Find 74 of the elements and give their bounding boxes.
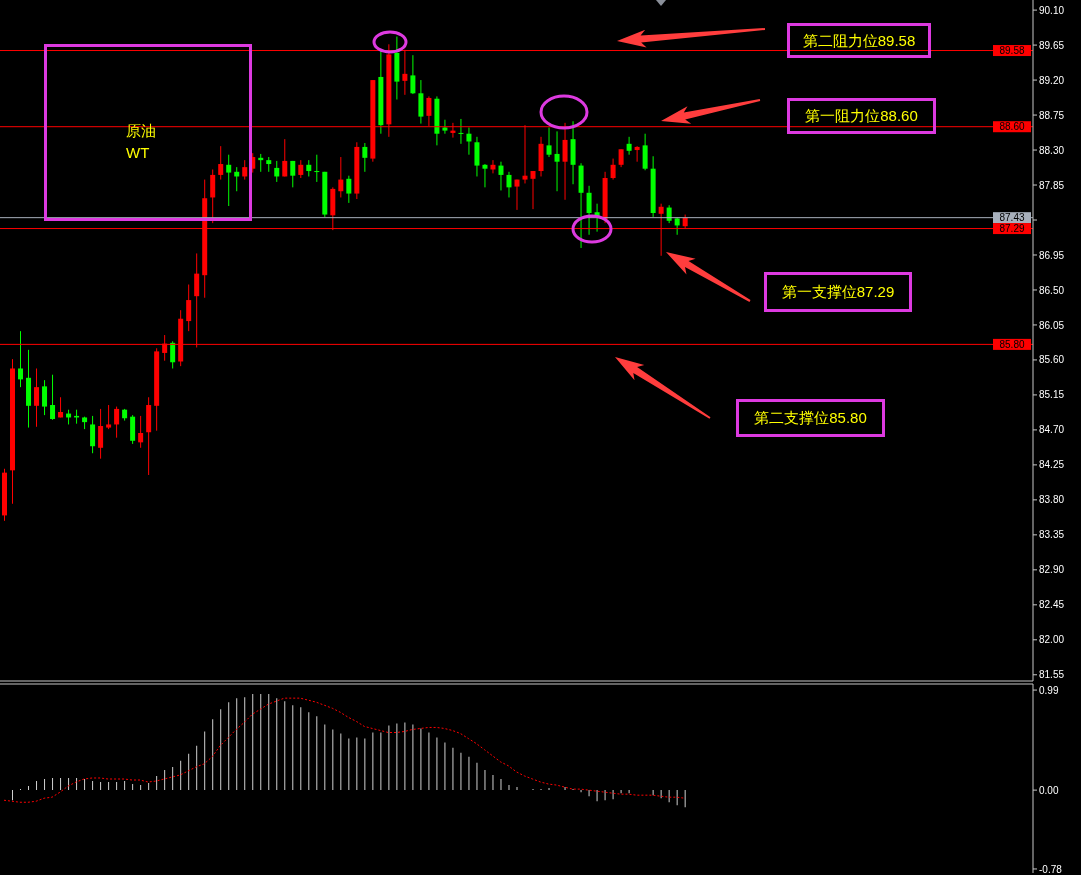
- y-tick-label: 85.60: [1039, 354, 1065, 366]
- candlestick: [530, 170, 536, 210]
- annotation: 第一阻力位88.60: [805, 106, 918, 126]
- candlestick: [218, 145, 224, 181]
- candlestick: [562, 122, 568, 201]
- ref-line-label: 88.60: [999, 121, 1025, 133]
- candlestick: [634, 145, 640, 163]
- y-tick-label: 87.85: [1039, 179, 1065, 191]
- ref-line-label: 87.43: [999, 212, 1025, 224]
- candlestick: [466, 126, 472, 156]
- y-tick-label: 81.55: [1039, 669, 1065, 681]
- candlestick: [98, 408, 104, 460]
- candlestick: [242, 159, 248, 181]
- candlestick: [362, 142, 368, 173]
- y-tick-label: 0.99: [1039, 684, 1059, 696]
- y-tick-label: 82.90: [1039, 564, 1065, 576]
- annotation: 第一支撑位87.29: [781, 282, 895, 302]
- y-tick-label: 85.15: [1039, 389, 1065, 401]
- candlestick: [290, 160, 296, 188]
- candlestick: [282, 138, 288, 177]
- ref-line-label: 85.80: [999, 338, 1025, 350]
- candlestick: [418, 79, 424, 125]
- line-series: [3, 697, 686, 803]
- y-tick-label: 89.20: [1039, 74, 1065, 86]
- ref-line-label: 87.29: [999, 223, 1025, 235]
- y-tick-label: 83.35: [1039, 529, 1065, 541]
- candlestick: [410, 54, 416, 95]
- candlestick: [514, 179, 520, 211]
- candlestick: [90, 415, 96, 454]
- y-tick-label: 88.30: [1039, 144, 1065, 156]
- candlestick: [34, 367, 40, 428]
- candlestick: [50, 374, 56, 421]
- candlestick: [586, 185, 592, 236]
- candlestick: [498, 161, 504, 191]
- candlestick: [458, 118, 464, 145]
- candlestick: [42, 379, 48, 416]
- candlestick: [442, 119, 448, 135]
- y-tick-label: 86.95: [1039, 249, 1065, 261]
- candlestick: [346, 175, 352, 204]
- candlestick: [138, 415, 144, 449]
- candlestick: [314, 154, 320, 183]
- ref-line-label: 89.58: [999, 45, 1025, 57]
- annotation: 第二阻力位89.58: [802, 30, 916, 51]
- y-tick-label: 86.05: [1039, 319, 1065, 331]
- y-tick-label: 82.45: [1039, 599, 1065, 611]
- candlestick: [106, 404, 112, 430]
- y-tick-label: 86.50: [1039, 284, 1065, 296]
- y-tick-label: -0.78: [1039, 863, 1063, 875]
- candlestick: [626, 136, 632, 156]
- candlestick: [642, 133, 648, 171]
- candlestick: [482, 163, 488, 188]
- candlestick: [546, 126, 552, 158]
- y-tick-label: 82.00: [1039, 634, 1065, 646]
- candlestick: [474, 136, 480, 177]
- candlestick: [18, 330, 24, 388]
- candlestick: [170, 340, 176, 369]
- annotation: 原油 WT: [126, 120, 156, 163]
- y-tick-label: 84.25: [1039, 459, 1065, 471]
- y-tick-label: 0.00: [1039, 784, 1059, 796]
- candlestick: [506, 171, 512, 198]
- candlestick: [610, 158, 616, 181]
- y-tick-label: 83.80: [1039, 494, 1065, 506]
- y-tick-label: 90.10: [1039, 4, 1065, 16]
- candlestick: [554, 130, 560, 192]
- candlestick: [274, 160, 280, 183]
- candlestick: [210, 168, 216, 224]
- y-tick-label: 88.75: [1039, 109, 1065, 121]
- candlestick: [226, 154, 232, 207]
- y-tick-label: 84.70: [1039, 424, 1065, 436]
- candlestick: [186, 284, 192, 332]
- annotation: 第二支撑位85.80: [754, 408, 867, 428]
- candlestick: [338, 156, 344, 198]
- y-tick-label: 89.65: [1039, 39, 1065, 51]
- candlestick: [114, 406, 120, 439]
